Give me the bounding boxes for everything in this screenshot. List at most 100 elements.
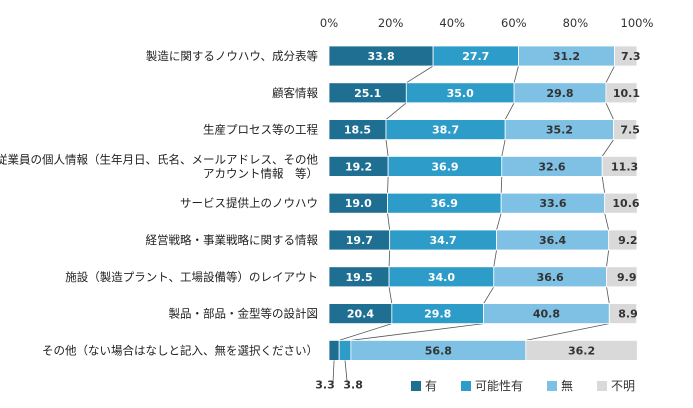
bar-segment [606, 266, 638, 288]
value-label: 38.7 [432, 124, 459, 137]
value-label: 36.2 [568, 344, 595, 357]
value-label: 7.3 [621, 50, 641, 63]
connector-line [385, 139, 389, 157]
value-label: 31.2 [553, 50, 580, 63]
category-label: 生産プロセス等の工程 [203, 123, 318, 137]
value-label: 9.2 [618, 234, 638, 247]
leader-line [344, 360, 348, 383]
value-label: 56.8 [425, 344, 452, 357]
value-labels: 33.8 27.7 31.2 7.3 25.1 35.0 29.8 10.1 18.5 38.7 3… [315, 50, 640, 391]
category-label: 製造に関するノウハウ、成分表等 [146, 49, 318, 63]
legend-label: 可能性有 [475, 379, 523, 393]
category-label: 顧客情報 [272, 86, 318, 100]
value-label: 36.9 [431, 197, 458, 210]
connector-line [483, 286, 495, 304]
connector-line [525, 323, 610, 341]
value-label: 7.5 [620, 124, 640, 137]
category-labels: 製造に関するノウハウ、成分表等顧客情報生産プロセス等の工程従業員の個人情報（生年… [0, 49, 318, 357]
legend-swatch [411, 381, 421, 391]
value-label: 8.9 [618, 308, 638, 321]
value-label: 19.0 [345, 197, 372, 210]
value-label: 27.7 [462, 50, 489, 63]
connector-line [350, 323, 484, 341]
value-label: 36.6 [537, 271, 564, 284]
value-label: 29.8 [424, 308, 451, 321]
bar-segment [608, 303, 638, 325]
x-tick-label: 80% [563, 16, 589, 30]
connector-line [605, 65, 615, 83]
category-label: 従業員の個人情報（生年月日、氏名、メールアドレス、その他アカウント情報 等） [0, 152, 318, 180]
connector-line [605, 102, 614, 120]
value-label: 10.1 [613, 87, 640, 100]
bar-segment [604, 192, 638, 214]
value-label: 34.7 [430, 234, 457, 247]
leader-line [332, 360, 335, 383]
connector-line [504, 102, 515, 120]
value-label: 32.6 [538, 160, 565, 173]
connector-line [500, 176, 503, 194]
bar-segment [338, 339, 352, 361]
value-label: 9.9 [617, 271, 637, 284]
connector-line [606, 286, 610, 304]
value-label: 3.3 [315, 378, 335, 391]
connector-line [493, 249, 497, 267]
bar-segment [328, 339, 340, 361]
bar-segment [614, 45, 638, 67]
legend: 有 可能性有 無 不明 [411, 378, 635, 393]
connector-line [513, 65, 519, 83]
connector-line [496, 213, 502, 231]
value-label: 3.8 [343, 378, 363, 391]
value-label: 34.0 [428, 271, 455, 284]
x-tick-label: 0% [320, 16, 338, 30]
bar-segment [613, 119, 638, 140]
connector-line [387, 176, 389, 194]
x-axis-ticks: 0% 20% 40% 60% 80% 100% [320, 16, 654, 30]
bars [328, 45, 638, 361]
connector-line [606, 249, 610, 267]
x-tick-label: 20% [378, 16, 404, 30]
value-label: 33.6 [539, 197, 566, 210]
value-label: 20.4 [347, 308, 374, 321]
connector-line [387, 213, 391, 231]
value-label: 35.0 [447, 87, 474, 100]
value-label: 29.8 [546, 87, 573, 100]
legend-swatch [461, 381, 471, 391]
legend-swatch [547, 381, 557, 391]
bar-segment [605, 82, 638, 104]
value-label: 19.5 [345, 271, 372, 284]
category-label: 経営戦略・事業戦略に関する情報 [146, 233, 319, 247]
connector-line [388, 249, 391, 267]
legend-label: 不明 [611, 379, 635, 393]
connector-line [385, 102, 407, 120]
connector-line [601, 139, 614, 157]
connector-line [388, 286, 393, 304]
connector-lines [339, 65, 615, 341]
value-label: 19.7 [346, 234, 373, 247]
legend-swatch [597, 381, 607, 391]
value-label: 11.3 [611, 160, 638, 173]
value-label: 36.4 [539, 234, 566, 247]
x-tick-label: 100% [621, 16, 654, 30]
value-label: 25.1 [354, 87, 381, 100]
value-label: 40.8 [533, 308, 560, 321]
connector-line [406, 65, 434, 84]
connector-line [601, 176, 606, 194]
legend-label: 無 [561, 378, 573, 393]
value-label: 10.6 [612, 197, 639, 210]
category-label: その他（ない場合はなしと記入、無を選択ください） [42, 343, 318, 357]
category-label: サービス提供上のノウハウ [180, 196, 318, 210]
legend-label: 有 [425, 379, 437, 393]
bar-segment [601, 155, 638, 177]
bar-segment [525, 339, 638, 361]
connector-line [604, 213, 610, 231]
category-label: 施設（製造プラント、工場設備等）のレイアウト [65, 270, 318, 284]
value-label: 36.9 [431, 160, 458, 173]
value-label: 19.2 [345, 160, 372, 173]
x-tick-label: 40% [439, 16, 465, 30]
category-label: 製品・部品・金型等の設計図 [169, 307, 319, 321]
connector-line [501, 139, 506, 157]
value-label: 35.2 [546, 124, 573, 137]
bar-segment [608, 229, 638, 251]
value-label: 18.5 [344, 124, 371, 137]
